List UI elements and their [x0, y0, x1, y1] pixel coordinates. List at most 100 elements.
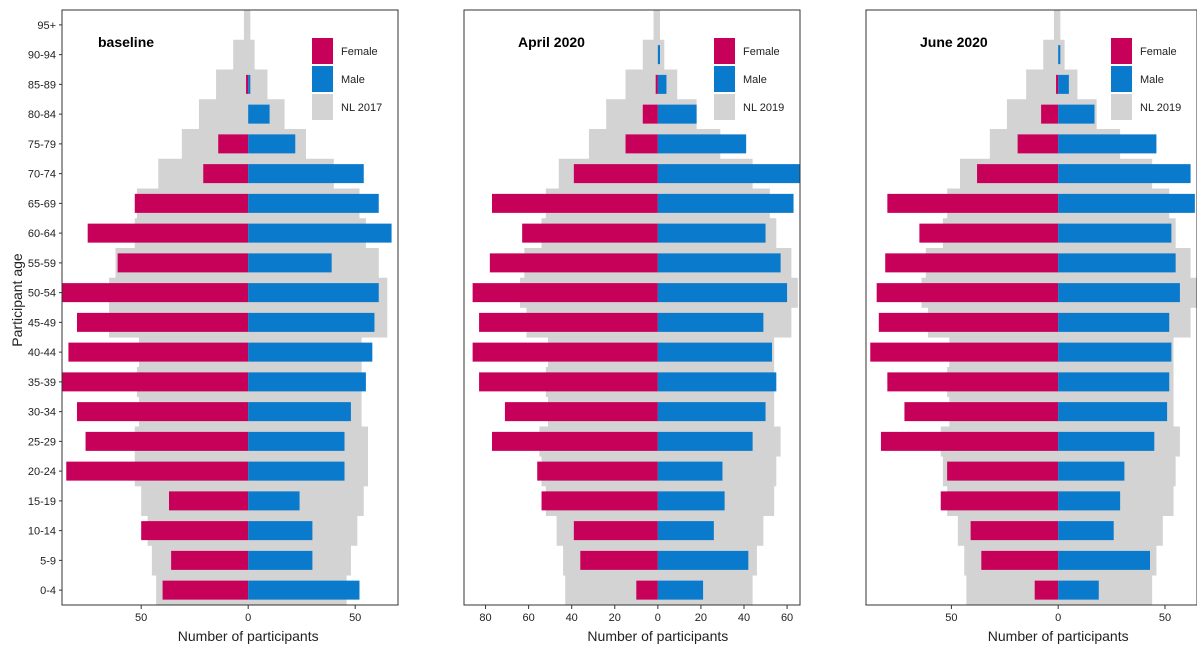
- female-bar: [66, 461, 249, 481]
- male-bar: [1058, 104, 1095, 124]
- male-bar: [1058, 74, 1069, 94]
- female-bar: [218, 134, 249, 154]
- legend-label: NL 2019: [743, 102, 784, 114]
- male-bar: [248, 342, 373, 362]
- female-bar: [141, 521, 249, 541]
- female-bar: [887, 372, 1059, 392]
- panel-frame: [865, 9, 1197, 606]
- y-tick-label: 75-79: [28, 139, 56, 151]
- male-bar: [657, 193, 794, 213]
- legend-swatch-reference: [714, 94, 735, 120]
- legend-label: Female: [341, 46, 378, 58]
- male-bar: [1058, 431, 1155, 451]
- female-bar: [625, 134, 658, 154]
- female-bar: [970, 521, 1059, 541]
- male-bar: [248, 283, 379, 303]
- legend-label: Male: [341, 74, 365, 86]
- x-tick-label: 0: [655, 612, 661, 624]
- legend-label: Female: [1140, 46, 1177, 58]
- male-bar: [657, 134, 747, 154]
- legend: Female Male NL 2017: [312, 38, 382, 120]
- male-bar: [248, 491, 300, 511]
- female-bar: [655, 74, 658, 94]
- male-bar: [248, 104, 270, 124]
- reference-bar: [653, 10, 660, 41]
- female-bar: [246, 74, 249, 94]
- male-bar: [1058, 253, 1176, 273]
- reference-bar: [243, 10, 251, 41]
- reference-bar: [198, 99, 285, 130]
- reference-bar: [216, 69, 268, 100]
- female-bar: [522, 223, 658, 243]
- male-bar: [657, 521, 714, 541]
- female-bar: [76, 402, 249, 422]
- male-bar: [657, 491, 725, 511]
- y-tick-label: 35-39: [28, 377, 56, 389]
- female-bar: [977, 164, 1059, 184]
- y-tick-label: 80-84: [28, 109, 56, 121]
- reference-bar: [642, 39, 665, 70]
- y-tick-label: 10-14: [28, 526, 56, 538]
- x-tick-label: 40: [738, 612, 750, 624]
- legend-label: NL 2017: [341, 102, 382, 114]
- male-bar: [248, 461, 345, 481]
- male-bar: [248, 223, 392, 243]
- legend: Female Male NL 2019: [714, 38, 784, 120]
- legend-swatch-reference: [1111, 94, 1132, 120]
- female-bar: [134, 193, 249, 213]
- legend-swatch-male: [312, 66, 333, 92]
- female-bar: [878, 312, 1059, 332]
- panel-frame: [463, 9, 801, 606]
- reference-bar: [625, 69, 678, 100]
- legend-label: Male: [743, 74, 767, 86]
- legend-swatch-male: [1111, 66, 1132, 92]
- legend-label: NL 2019: [1140, 102, 1181, 114]
- y-tick-label: 5-9: [40, 555, 56, 567]
- legend-swatch-reference: [312, 94, 333, 120]
- male-bar: [1058, 164, 1191, 184]
- female-bar: [171, 550, 249, 570]
- legend-label: Female: [743, 46, 780, 58]
- y-tick-label: 40-44: [28, 347, 56, 359]
- male-bar: [248, 372, 366, 392]
- female-bar: [887, 193, 1059, 213]
- male-bar: [657, 223, 766, 243]
- legend: Female Male NL 2019: [1111, 38, 1181, 120]
- reference-bar: [233, 39, 255, 70]
- female-bar: [1017, 134, 1059, 154]
- female-bar: [492, 431, 658, 451]
- reference-bar: [1053, 10, 1061, 41]
- female-bar: [87, 223, 249, 243]
- x-tick-label: 20: [695, 612, 707, 624]
- female-bar: [580, 550, 658, 570]
- male-bar: [1058, 312, 1170, 332]
- male-bar: [657, 461, 723, 481]
- male-bar: [657, 342, 772, 362]
- male-bar: [1058, 193, 1195, 213]
- male-bar: [248, 312, 375, 332]
- plot-area: [472, 10, 800, 605]
- female-bar: [479, 372, 658, 392]
- chart-title: April 2020: [518, 34, 585, 50]
- female-bar: [904, 402, 1059, 422]
- x-tick-label: 50: [135, 612, 147, 624]
- male-bar: [1058, 461, 1125, 481]
- male-bar: [657, 372, 777, 392]
- male-bar: [248, 521, 313, 541]
- male-bar: [1058, 580, 1099, 600]
- female-bar: [472, 283, 658, 303]
- female-bar: [636, 580, 658, 600]
- y-tick-label: 0-4: [40, 585, 56, 597]
- y-tick-label: 85-89: [28, 79, 56, 91]
- x-tick-label: 0: [1055, 612, 1061, 624]
- female-bar: [940, 491, 1059, 511]
- x-tick-label: 50: [945, 612, 957, 624]
- x-tick-label: 50: [349, 612, 361, 624]
- female-bar: [62, 372, 249, 392]
- male-bar: [657, 580, 704, 600]
- x-tick-label: 60: [781, 612, 793, 624]
- y-tick-label: 90-94: [28, 50, 56, 62]
- female-bar: [880, 431, 1059, 451]
- female-bar: [1056, 74, 1059, 94]
